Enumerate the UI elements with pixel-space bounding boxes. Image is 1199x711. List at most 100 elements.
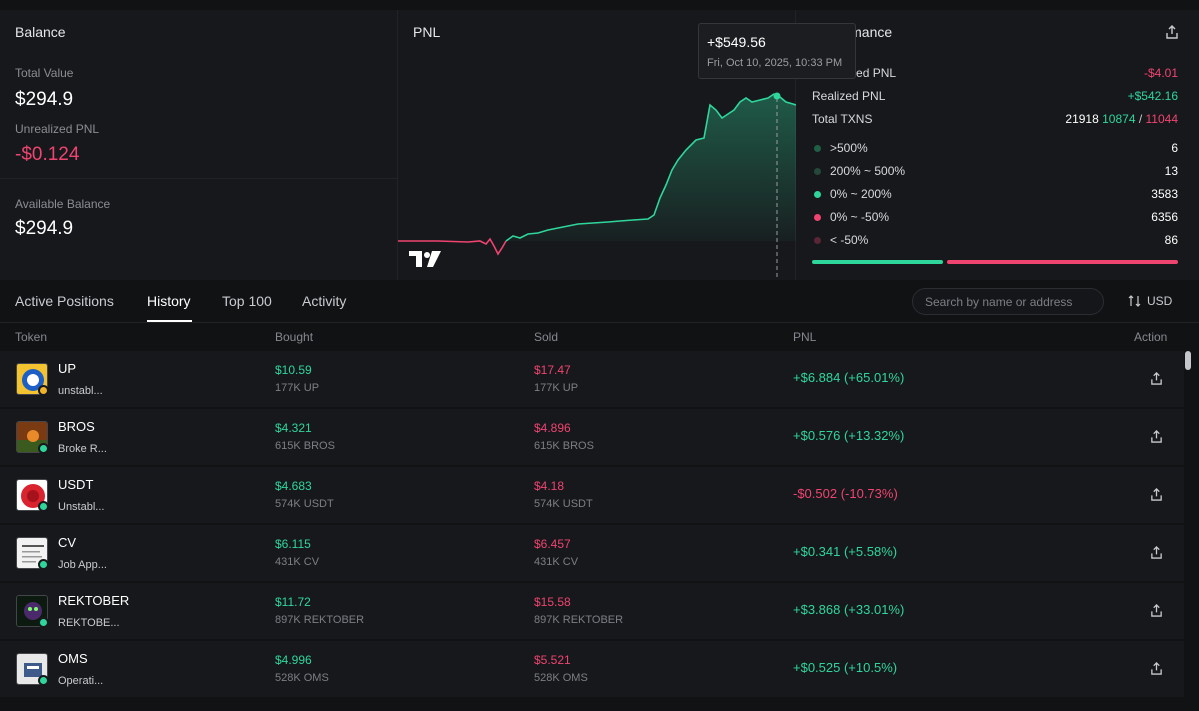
available-balance-label: Available Balance: [15, 197, 111, 211]
bucket-row: < -50% 86: [814, 233, 1178, 247]
token-name: Job App...: [58, 559, 107, 571]
pnl-value: +$0.525 (+10.5%): [793, 660, 898, 675]
token-name: REKTOBE...: [58, 617, 120, 629]
summary-panels: Balance Total Value $294.9 Unrealized PN…: [0, 10, 1199, 280]
share-icon[interactable]: [1150, 662, 1163, 675]
table-row[interactable]: REKTOBER REKTOBE... $11.72 897K REKTOBER…: [0, 583, 1184, 639]
share-icon[interactable]: [1150, 372, 1163, 385]
token-symbol: BROS: [58, 419, 95, 434]
perf-realized-value: +$542.16: [1127, 89, 1178, 103]
total-value-label: Total Value: [15, 66, 74, 80]
pnl-value: +$0.576 (+13.32%): [793, 428, 905, 443]
share-icon[interactable]: [1150, 604, 1163, 617]
sort-arrows-icon: [1128, 295, 1141, 307]
chain-badge-icon: [38, 501, 49, 512]
bucket-dot: [814, 190, 821, 198]
table-row[interactable]: OMS Operati... $4.996 528K OMS $5.521 52…: [0, 641, 1184, 697]
tab-history[interactable]: History: [147, 293, 191, 309]
bucket-count: 6356: [1151, 210, 1178, 224]
pnl-chart-title: PNL: [413, 24, 441, 40]
win-ratio-bar: [812, 260, 943, 264]
txns-buy: 10874: [1102, 112, 1136, 126]
perf-txns-row: Total TXNS 21918 10874 / 11044: [812, 112, 1178, 126]
header-action: Action: [1134, 330, 1168, 344]
bucket-row: 0% ~ 200% 3583: [814, 187, 1178, 201]
tab-activity[interactable]: Activity: [302, 293, 347, 309]
performance-panel: Performance Unrealized PNL -$4.01 Realiz…: [796, 10, 1199, 280]
currency-label: USD: [1147, 294, 1173, 308]
chain-badge-icon: [38, 617, 49, 628]
tradingview-logo-icon: [409, 251, 441, 267]
tab-active-positions[interactable]: Active Positions: [15, 293, 114, 309]
chain-badge-icon: [38, 443, 49, 454]
pnl-line-positive: [505, 93, 796, 242]
table-row[interactable]: USDT Unstabl... $4.683 574K USDT $4.18 5…: [0, 467, 1184, 523]
rektober-token-icon: [16, 595, 48, 627]
share-icon[interactable]: [1150, 430, 1163, 443]
bought-value: $11.72: [275, 595, 311, 609]
bought-qty: 177K UP: [275, 382, 320, 394]
perf-txns-label: Total TXNS: [812, 112, 873, 126]
divider: [0, 178, 397, 179]
scrollbar[interactable]: [1185, 351, 1191, 711]
bucket-dot: [814, 167, 821, 175]
pnl-value: +$0.341 (+5.58%): [793, 544, 898, 559]
scrollbar-thumb[interactable]: [1185, 351, 1191, 370]
token-name: Unstabl...: [58, 501, 105, 513]
bucket-label: >500%: [830, 141, 868, 155]
bought-value: $4.996: [275, 653, 312, 667]
table-row[interactable]: CV Job App... $6.115 431K CV $6.457 431K…: [0, 525, 1184, 581]
table-row[interactable]: UP unstabl... $10.59 177K UP $17.47 177K…: [0, 351, 1184, 407]
bought-qty: 528K OMS: [275, 672, 329, 684]
pnl-area-fill: [506, 94, 796, 241]
sold-value: $4.18: [534, 479, 565, 493]
sold-qty: 177K UP: [534, 382, 579, 394]
sold-value: $4.896: [534, 421, 571, 435]
unrealized-pnl-label: Unrealized PNL: [15, 122, 100, 136]
pnl-chart[interactable]: [398, 10, 796, 280]
sold-value: $6.457: [534, 537, 571, 551]
token-symbol: USDT: [58, 477, 94, 492]
bucket-count: 13: [1164, 164, 1178, 178]
token-name: unstabl...: [58, 385, 103, 397]
sold-qty: 897K REKTOBER: [534, 614, 624, 626]
sold-qty: 528K OMS: [534, 672, 588, 684]
chain-badge-icon: [38, 385, 49, 396]
bought-value: $4.321: [275, 421, 312, 435]
currency-toggle[interactable]: USD: [1128, 294, 1172, 308]
sold-qty: 431K CV: [534, 556, 579, 568]
pnl-value: -$0.502 (-10.73%): [793, 486, 898, 501]
bought-value: $4.683: [275, 479, 312, 493]
table-row[interactable]: BROS Broke R... $4.321 615K BROS $4.896 …: [0, 409, 1184, 465]
token-name: Broke R...: [58, 443, 107, 455]
share-icon[interactable]: [1150, 488, 1163, 501]
token-symbol: UP: [58, 361, 77, 376]
share-icon[interactable]: [1150, 546, 1163, 559]
up-token-icon: [16, 363, 48, 395]
sold-value: $17.47: [534, 363, 571, 377]
bucket-label: 0% ~ 200%: [830, 187, 892, 201]
tab-bar: Active Positions History Top 100 Activit…: [0, 280, 1199, 323]
bucket-count: 6: [1171, 141, 1178, 155]
header-pnl: PNL: [793, 330, 817, 344]
total-value: $294.9: [15, 89, 74, 110]
bucket-count: 86: [1164, 233, 1178, 247]
balance-panel: Balance Total Value $294.9 Unrealized PN…: [0, 10, 398, 280]
header-token: Token: [15, 330, 48, 344]
tab-top-100[interactable]: Top 100: [222, 293, 272, 309]
active-tab-indicator: [147, 320, 192, 322]
sold-qty: 615K BROS: [534, 440, 594, 452]
pnl-value: +$6.884 (+65.01%): [793, 370, 905, 385]
available-balance-value: $294.9: [15, 218, 74, 239]
token-name: Operati...: [58, 675, 104, 687]
bought-qty: 431K CV: [275, 556, 320, 568]
txns-sell: 11044: [1145, 112, 1178, 126]
bucket-label: < -50%: [830, 233, 869, 247]
search-input[interactable]: [912, 288, 1104, 315]
unrealized-pnl-value: -$0.124: [15, 144, 80, 165]
share-icon[interactable]: [1165, 25, 1179, 39]
pnl-value: +$3.868 (+33.01%): [793, 602, 905, 617]
bought-value: $6.115: [275, 537, 311, 551]
oms-token-icon: [16, 653, 48, 685]
bucket-label: 200% ~ 500%: [830, 164, 906, 178]
